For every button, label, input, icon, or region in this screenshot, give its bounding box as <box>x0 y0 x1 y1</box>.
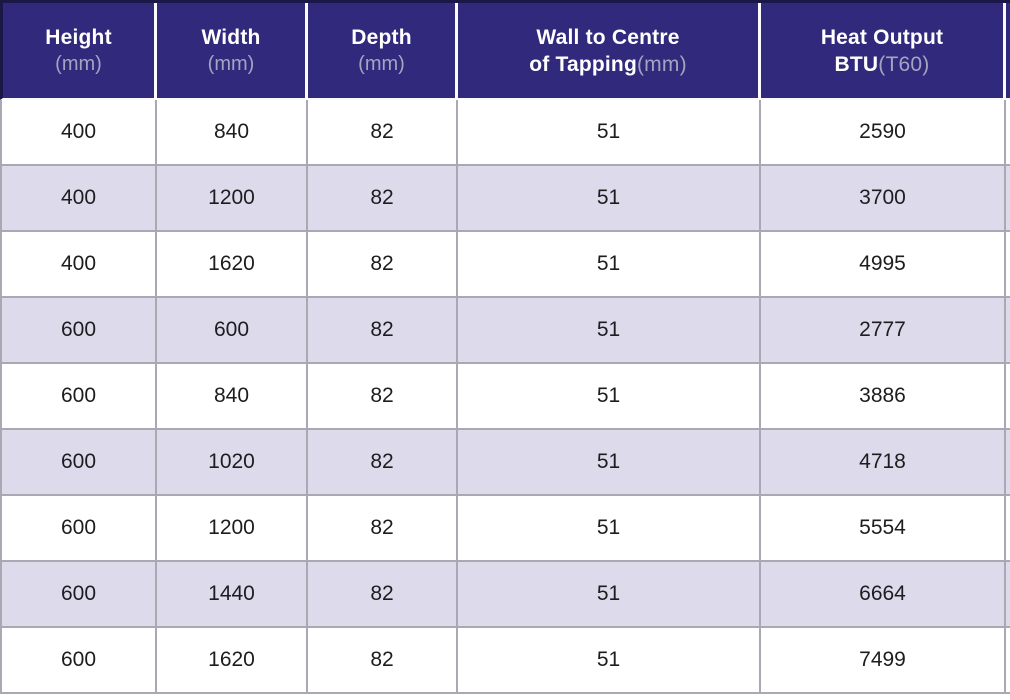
cell-tapping: 51 <box>458 430 761 496</box>
cell-depth: 82 <box>308 562 458 628</box>
cell-depth: 82 <box>308 100 458 166</box>
cell-btu: 2590 <box>761 100 1006 166</box>
cropped-next-column-sliver <box>1006 364 1010 430</box>
table-header-row: Height (mm) Width (mm) Depth (mm) Wall t… <box>0 0 1010 100</box>
cell-depth: 82 <box>308 496 458 562</box>
cell-width: 1200 <box>157 166 308 232</box>
header-title: Depth <box>351 25 412 49</box>
cell-height: 600 <box>0 364 157 430</box>
cell-btu: 2777 <box>761 298 1006 364</box>
cell-height: 600 <box>0 298 157 364</box>
cropped-next-column-sliver <box>1006 298 1010 364</box>
header-cell-heat-output: Heat Output BTU(T60) <box>761 3 1006 100</box>
cell-depth: 82 <box>308 430 458 496</box>
cell-tapping: 51 <box>458 232 761 298</box>
cell-tapping: 51 <box>458 496 761 562</box>
cell-width: 1620 <box>157 628 308 694</box>
header-title-line2: of Tapping(mm) <box>529 51 687 78</box>
cropped-next-column-sliver <box>1006 628 1010 694</box>
table-row: 600 1020 82 51 4718 <box>0 430 1010 496</box>
cell-btu: 7499 <box>761 628 1006 694</box>
cell-width: 840 <box>157 364 308 430</box>
table-row: 600 840 82 51 3886 <box>0 364 1010 430</box>
table-row: 400 840 82 51 2590 <box>0 100 1010 166</box>
cell-depth: 82 <box>308 364 458 430</box>
cell-tapping: 51 <box>458 166 761 232</box>
table-row: 400 1620 82 51 4995 <box>0 232 1010 298</box>
cell-width: 840 <box>157 100 308 166</box>
cell-depth: 82 <box>308 166 458 232</box>
cropped-next-column-sliver <box>1006 232 1010 298</box>
cell-tapping: 51 <box>458 298 761 364</box>
table-row: 600 1200 82 51 5554 <box>0 496 1010 562</box>
cell-btu: 4995 <box>761 232 1006 298</box>
cell-height: 400 <box>0 232 157 298</box>
header-title-bold: BTU <box>834 52 879 76</box>
table-row: 600 1620 82 51 7499 <box>0 628 1010 694</box>
cell-height: 600 <box>0 628 157 694</box>
cell-width: 1620 <box>157 232 308 298</box>
header-subtitle: (mm) <box>207 52 255 75</box>
cell-tapping: 51 <box>458 628 761 694</box>
cell-tapping: 51 <box>458 364 761 430</box>
cropped-next-column-sliver <box>1006 430 1010 496</box>
header-title: Width <box>201 25 261 49</box>
cell-width: 1020 <box>157 430 308 496</box>
header-subtitle: (T60) <box>878 52 930 76</box>
header-title-bold: of Tapping <box>529 52 637 76</box>
header-title-line1: Wall to Centre <box>536 25 680 49</box>
cropped-next-column-sliver <box>1006 496 1010 562</box>
cell-height: 400 <box>0 166 157 232</box>
cell-btu: 6664 <box>761 562 1006 628</box>
header-cell-height: Height (mm) <box>0 3 157 100</box>
header-cell-depth: Depth (mm) <box>308 3 458 100</box>
cell-depth: 82 <box>308 628 458 694</box>
header-title-line1: Heat Output <box>820 25 944 49</box>
cropped-next-column-sliver <box>1006 3 1010 100</box>
cropped-next-column-sliver <box>1006 562 1010 628</box>
cell-depth: 82 <box>308 298 458 364</box>
cell-tapping: 51 <box>458 562 761 628</box>
cropped-next-column-sliver <box>1006 100 1010 166</box>
header-title-line2: BTU(T60) <box>835 51 930 78</box>
cell-btu: 3700 <box>761 166 1006 232</box>
cell-btu: 5554 <box>761 496 1006 562</box>
cropped-next-column-sliver <box>1006 166 1010 232</box>
cell-btu: 3886 <box>761 364 1006 430</box>
cell-depth: 82 <box>308 232 458 298</box>
cell-height: 600 <box>0 562 157 628</box>
cell-height: 600 <box>0 496 157 562</box>
header-subtitle: (mm) <box>636 52 687 76</box>
cell-width: 1200 <box>157 496 308 562</box>
cell-height: 400 <box>0 100 157 166</box>
cell-width: 1440 <box>157 562 308 628</box>
header-subtitle: (mm) <box>358 52 405 75</box>
table-row: 600 1440 82 51 6664 <box>0 562 1010 628</box>
table-row: 600 600 82 51 2777 <box>0 298 1010 364</box>
cell-height: 600 <box>0 430 157 496</box>
header-cell-width: Width (mm) <box>157 3 308 100</box>
header-cell-wall-to-centre: Wall to Centre of Tapping(mm) <box>458 3 761 100</box>
cell-tapping: 51 <box>458 100 761 166</box>
header-subtitle: (mm) <box>55 52 102 75</box>
header-title: Height <box>45 25 112 49</box>
cell-btu: 4718 <box>761 430 1006 496</box>
table-row: 400 1200 82 51 3700 <box>0 166 1010 232</box>
cell-width: 600 <box>157 298 308 364</box>
